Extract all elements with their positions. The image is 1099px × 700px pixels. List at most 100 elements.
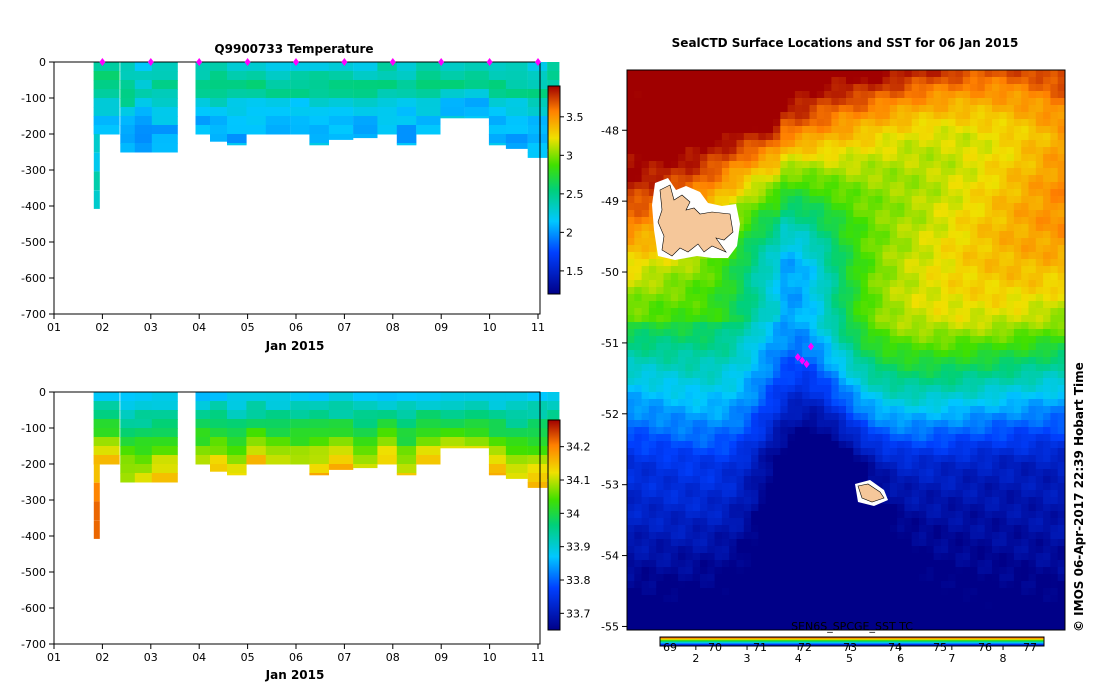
sst-cell [1013,490,1022,498]
sst-cell [780,420,789,428]
sst-cell [955,98,964,106]
sst-cell [882,84,891,92]
sst-cell [970,224,978,232]
sst-cell [875,252,883,260]
sst-cell [919,77,927,85]
sst-cell [882,336,891,344]
sst-cell [889,364,898,372]
sst-cell [692,280,701,288]
sst-cell [897,161,905,169]
sst-cell [897,357,905,365]
sst-cell [867,245,876,253]
sst-cell [794,217,803,225]
sst-cell [926,476,935,484]
sst-cell [911,392,920,400]
sst-cell [678,392,686,400]
sst-cell [787,469,796,477]
sst-cell [663,392,672,400]
salinity-cell [120,410,135,420]
sst-cell [919,399,927,407]
sst-cell [962,357,971,365]
sst-cell [641,567,650,575]
sst-cell [970,469,978,477]
sst-cell [860,217,869,225]
sst-cell [882,364,891,372]
sst-cell [940,462,949,470]
sst-cell [955,364,964,372]
sst-cell [1035,329,1044,337]
sst-cell [656,280,664,288]
sst-cell [714,140,723,148]
sst-cell [962,203,971,211]
temperature-cell [309,98,329,108]
sst-cell [743,210,752,218]
sst-cell [1043,546,1051,554]
sst-cell [765,567,774,575]
sst-cell [999,497,1008,505]
sst-cell [919,448,927,456]
sst-cell [802,112,810,120]
sst-cell [933,357,942,365]
sst-cell [1006,532,1015,540]
sst-cell [670,343,679,351]
sst-cell [867,336,876,344]
temperature-cell [505,134,528,144]
sst-cell [758,476,767,484]
sst-cell [853,511,862,519]
sst-cell [1006,98,1015,106]
sst-cell [627,322,635,330]
sst-cell [729,371,737,379]
sst-cell [824,322,832,330]
temperature-cell [377,89,397,99]
sst-cell [751,301,759,309]
sst-cell [882,308,891,316]
sst-cell [627,210,635,218]
temperature-cell [488,98,507,108]
sst-cell [758,224,767,232]
sst-cell [707,567,716,575]
sst-cell [794,560,803,568]
sst-cell [867,441,876,449]
sst-cell [721,168,730,176]
sst-cell [955,581,964,589]
sst-cell [940,203,949,211]
sst-cell [809,539,818,547]
sst-cell [663,497,672,505]
sst-cell [707,154,716,162]
sst-cell [962,315,971,323]
sst-cell [729,126,737,134]
salinity-cell [416,401,441,411]
sst-cell [794,490,803,498]
sst-cell [897,84,905,92]
sst-cell [751,371,759,379]
salinity-cell [396,401,417,411]
sst-cell [809,399,818,407]
sst-cell [794,224,803,232]
x-tick-label: 01 [47,321,61,334]
sst-cell [656,462,664,470]
sst-cell [838,329,847,337]
sst-cell [685,441,694,449]
sst-cell [765,84,774,92]
sst-cell [977,280,986,288]
sst-cell [889,280,898,288]
sst-cell [882,441,891,449]
sst-cell [977,140,986,148]
sst-cell [700,546,708,554]
sst-cell [1050,203,1059,211]
sst-cell [794,504,803,512]
sst-cell [773,224,781,232]
sst-cell [787,518,796,526]
sst-cell [794,329,803,337]
sst-map-panel: SealCTD Surface Locations and SST for 06… [601,36,1066,665]
sst-cell [692,350,701,358]
salinity-cell [416,419,441,429]
sst-cell [751,203,759,211]
sst-cell [634,203,643,211]
salinity-cell [309,464,329,474]
sst-cell [919,147,927,155]
sst-cell [904,98,913,106]
sst-cell [904,511,913,519]
x-tick-label: 05 [241,321,255,334]
sst-cell [758,560,767,568]
